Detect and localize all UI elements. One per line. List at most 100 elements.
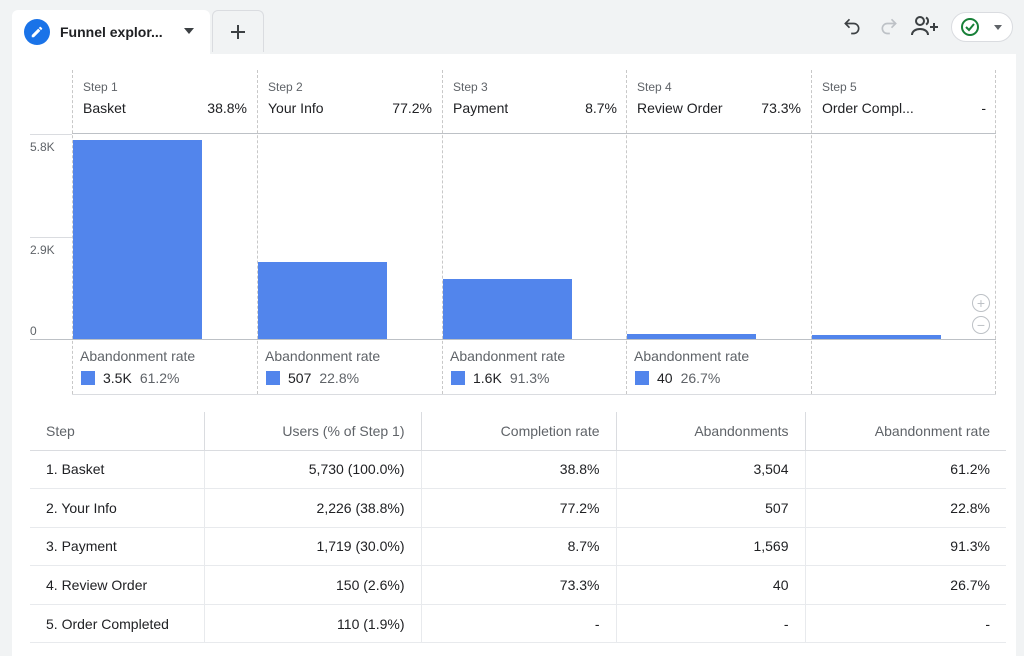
share-users-icon <box>911 16 938 36</box>
table-cell: 5,730 (100.0%) <box>203 450 421 490</box>
legend-swatch <box>81 371 95 385</box>
column-divider <box>995 70 996 394</box>
abandonment-summary: Abandonment rate 40 26.7% <box>626 348 811 386</box>
plus-icon <box>231 24 245 39</box>
exploration-tab[interactable]: Funnel explor... <box>12 10 210 54</box>
chart-bottom-border <box>72 394 996 395</box>
table-row: 4. Review Order 150 (2.6%) 73.3% 40 26.7… <box>30 565 1006 605</box>
legend-swatch <box>635 371 649 385</box>
redo-icon <box>881 18 897 35</box>
step-header[interactable]: Step 1 Basket 38.8% <box>72 70 257 133</box>
table-cell: 8.7% <box>420 527 616 567</box>
step-header[interactable]: Step 5 Order Compl... - <box>811 70 996 133</box>
step-number: Step 3 <box>453 80 488 94</box>
step-header[interactable]: Step 3 Payment 8.7% <box>442 70 627 133</box>
table-row: 1. Basket 5,730 (100.0%) 38.8% 3,504 61.… <box>30 450 1006 490</box>
status-menu-button[interactable] <box>951 12 1013 42</box>
funnel-table: Step Users (% of Step 1) Completion rate… <box>30 412 1006 644</box>
funnel-bar[interactable] <box>73 140 202 339</box>
step-name: Basket <box>83 100 126 116</box>
abandonment-count: 1.6K <box>473 370 502 386</box>
zoom-in-button[interactable]: + <box>972 294 990 312</box>
table-cell: 2. Your Info <box>30 488 204 528</box>
step-name: Your Info <box>268 100 324 116</box>
table-cell: 26.7% <box>804 565 1006 605</box>
table-cell: 91.3% <box>804 527 1006 567</box>
funnel-bar[interactable] <box>258 261 387 339</box>
table-cell: - <box>615 604 805 644</box>
column-header[interactable]: Abandonment rate <box>804 412 1006 451</box>
table-cell: 73.3% <box>420 565 616 605</box>
zoom-out-icon: − <box>976 317 986 333</box>
pencil-icon[interactable] <box>24 19 50 45</box>
add-tab-button[interactable] <box>212 10 264 52</box>
table-cell: 1. Basket <box>30 450 204 490</box>
abandonment-count: 507 <box>288 370 312 386</box>
legend-swatch <box>266 371 280 385</box>
step-completion-rate: 8.7% <box>585 100 617 116</box>
column-header[interactable]: Step <box>30 412 204 451</box>
tab-title: Funnel explor... <box>60 24 163 40</box>
step-completion-rate: 77.2% <box>392 100 432 116</box>
table-cell: 38.8% <box>420 450 616 490</box>
table-cell: 4. Review Order <box>30 565 204 605</box>
y-tick-label: 2.9K <box>30 243 55 257</box>
table-cell: - <box>420 604 616 644</box>
column-header[interactable]: Completion rate <box>420 412 616 451</box>
column-header[interactable]: Users (% of Step 1) <box>203 412 421 451</box>
abandonment-title: Abandonment rate <box>80 348 196 364</box>
y-tick-label: 5.8K <box>30 140 55 154</box>
table-cell: 507 <box>615 488 805 528</box>
redo-button[interactable] <box>877 14 901 38</box>
column-divider <box>811 70 812 394</box>
x-axis-baseline <box>30 339 996 340</box>
table-cell: 1,569 <box>615 527 805 567</box>
funnel-bar[interactable] <box>812 335 941 339</box>
step-name: Review Order <box>637 100 723 116</box>
main-panel: 5.8K 2.9K 0 Step 1 Basket 38.8% Abandonm… <box>12 54 1016 656</box>
abandonment-summary: Abandonment rate 507 22.8% <box>257 348 442 386</box>
step-completion-rate: - <box>981 100 986 116</box>
table-cell: 5. Order Completed <box>30 604 204 644</box>
column-divider <box>257 70 258 394</box>
check-circle-icon <box>961 18 979 36</box>
abandonment-rate: 22.8% <box>319 370 360 386</box>
undo-icon <box>844 18 860 35</box>
table-header-row: Step Users (% of Step 1) Completion rate… <box>30 412 1006 451</box>
step-name: Payment <box>453 100 509 116</box>
abandonment-rate: 61.2% <box>139 370 180 386</box>
abandonment-summary: Abandonment rate 3.5K 61.2% <box>72 348 257 386</box>
step-completion-rate: 73.3% <box>761 100 801 116</box>
step-number: Step 5 <box>822 80 857 94</box>
chevron-down-icon[interactable] <box>184 28 194 34</box>
table-row: 3. Payment 1,719 (30.0%) 8.7% 1,569 91.3… <box>30 527 1006 567</box>
funnel-bar[interactable] <box>627 333 756 339</box>
step-header[interactable]: Step 4 Review Order 73.3% <box>626 70 811 133</box>
zoom-in-icon: + <box>976 295 986 311</box>
chevron-down-icon <box>994 24 1002 30</box>
step-header[interactable]: Step 2 Your Info 77.2% <box>257 70 442 133</box>
legend-swatch <box>451 371 465 385</box>
undo-button[interactable] <box>840 14 864 38</box>
step-name: Order Compl... <box>822 100 914 116</box>
abandonment-title: Abandonment rate <box>634 348 750 364</box>
table-cell: 3. Payment <box>30 527 204 567</box>
column-divider <box>442 70 443 394</box>
column-header[interactable]: Abandonments <box>615 412 805 451</box>
table-cell: 150 (2.6%) <box>203 565 421 605</box>
step-number: Step 4 <box>637 80 672 94</box>
y-tick-label: 0 <box>30 324 37 338</box>
table-cell: 22.8% <box>804 488 1006 528</box>
step-number: Step 2 <box>268 80 303 94</box>
y-gridline <box>30 134 72 135</box>
step-number: Step 1 <box>83 80 118 94</box>
header-divider <box>72 133 996 134</box>
share-button[interactable] <box>910 14 940 38</box>
table-cell: 2,226 (38.8%) <box>203 488 421 528</box>
column-divider <box>72 70 73 394</box>
table-cell: - <box>804 604 1006 644</box>
table-cell: 40 <box>615 565 805 605</box>
zoom-out-button[interactable]: − <box>972 316 990 334</box>
funnel-bar[interactable] <box>443 279 572 339</box>
abandonment-rate: 26.7% <box>680 370 721 386</box>
